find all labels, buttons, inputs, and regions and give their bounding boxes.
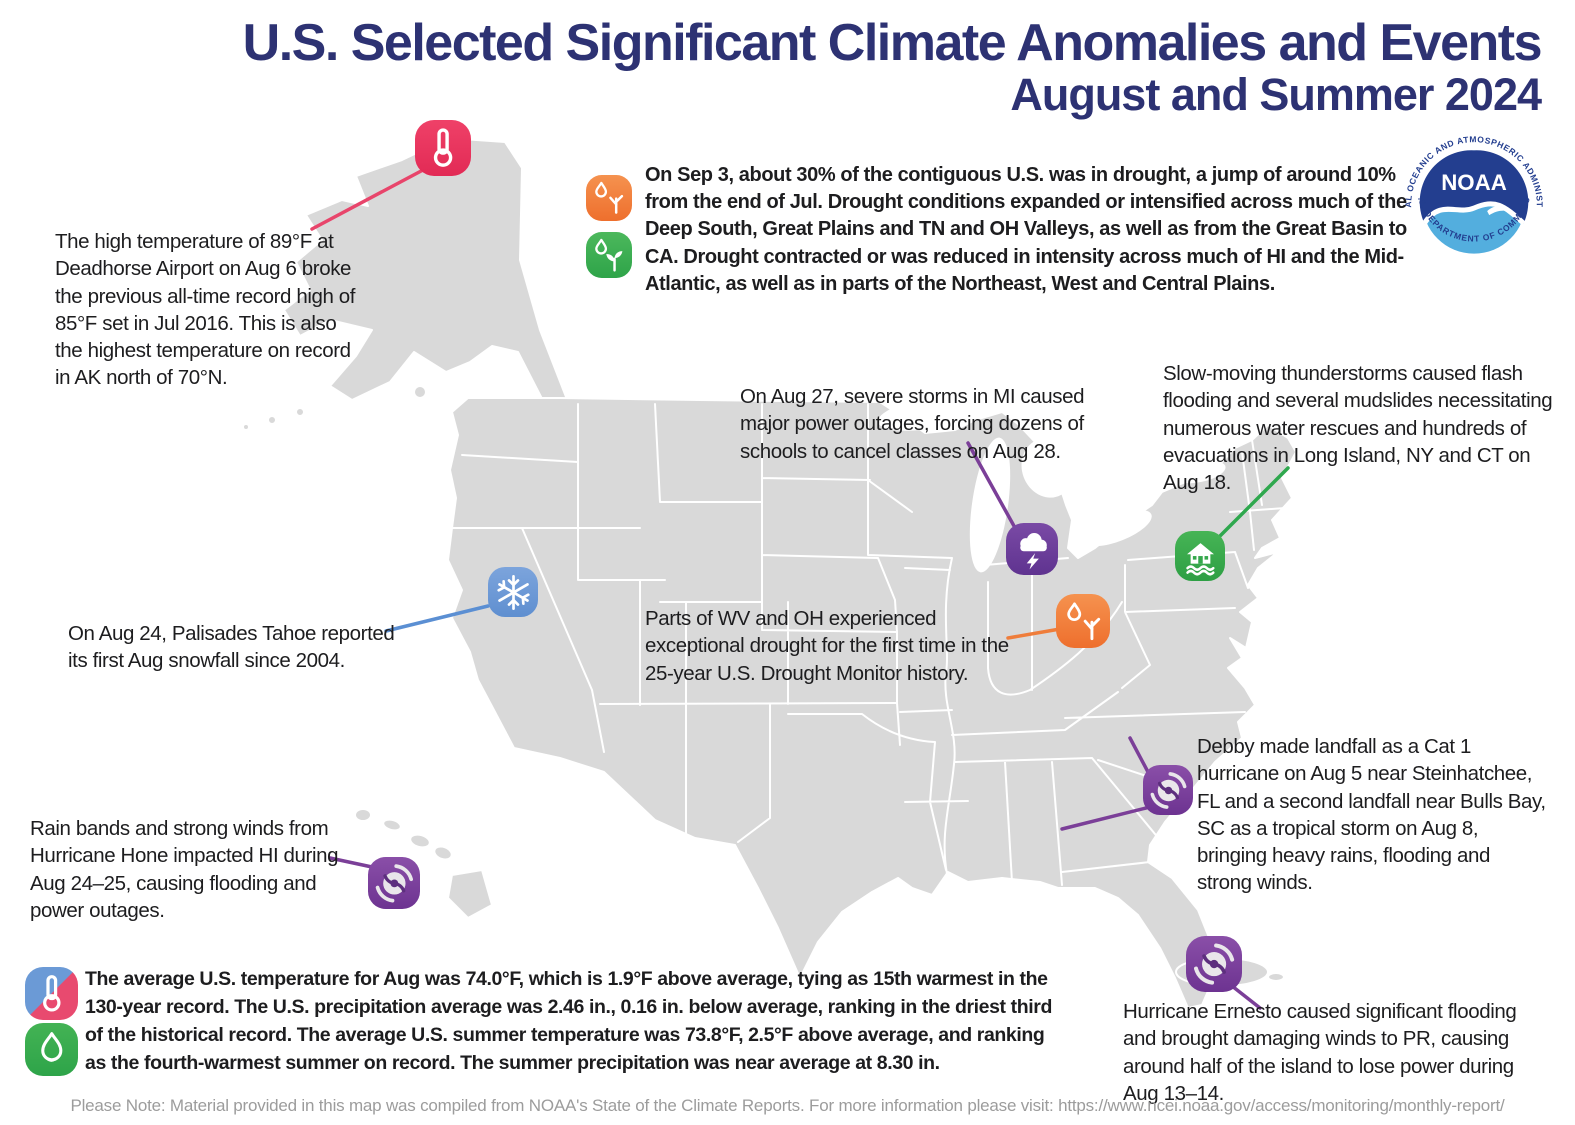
alaska-landmass — [242, 137, 576, 431]
annotation-northeast-flooding: Slow-moving thunderstorms caused flash f… — [1163, 362, 1553, 494]
hawaii-islands — [354, 808, 493, 919]
drought-glyph — [595, 182, 624, 215]
annotation-wv-oh-drought: Parts of WV and OH experienced exception… — [645, 607, 1009, 685]
hurricane-glyph — [1193, 943, 1235, 985]
annotation-hurricane-ernesto: Hurricane Ernesto caused significant flo… — [1123, 1000, 1517, 1105]
hurricane-glyph — [375, 863, 413, 903]
page-subtitle: August and Summer 2024 — [1010, 69, 1542, 121]
exceptional-drought-icon — [1056, 594, 1110, 648]
annotation-hurricane-debby: Debby made landfall as a Cat 1 hurricane… — [1197, 735, 1546, 895]
connector-northeast-flooding — [1218, 466, 1290, 538]
connector-lines — [310, 168, 1290, 1010]
hurricane-glyph — [1150, 771, 1186, 809]
hurricane-debby-icon — [1143, 765, 1193, 815]
footer-note: Please Note: Material provided in this m… — [70, 1096, 1505, 1115]
connector-hone — [328, 856, 374, 869]
connector-michigan-storms — [966, 441, 1016, 528]
noaa-gull-wing-icon — [1487, 205, 1516, 216]
great-lakes — [877, 393, 1226, 573]
noaa-logo: NOAA NATIONAL OCEANIC AND ATMOSPHERIC AD… — [1398, 126, 1544, 254]
thunderstorm-icon — [1006, 523, 1058, 575]
conus-landmass — [447, 393, 1297, 1009]
thunderstorm-glyph — [1019, 532, 1047, 570]
snowflake-glyph — [496, 574, 530, 610]
temperature-summary-icon — [25, 967, 78, 1020]
droplet-glyph — [40, 1031, 63, 1062]
connector-debby-north — [1128, 736, 1150, 774]
exceptional-drought-glyph — [1067, 602, 1100, 640]
thermometer-glyph — [42, 974, 61, 1012]
hurricane-ernesto-icon — [1186, 936, 1242, 992]
annotation-drought-summary: On Sep 3, about 30% of the contiguous U.… — [645, 164, 1407, 295]
thermometer-icon — [415, 120, 471, 176]
flood-icon — [1175, 531, 1225, 581]
drought-improvement-icon — [586, 232, 632, 278]
connector-tahoe-snow — [384, 604, 490, 633]
annotation-michigan-storms: On Aug 27, severe storms in MI caused ma… — [740, 385, 1085, 463]
header: U.S. Selected Significant Climate Anomal… — [242, 14, 1543, 121]
thermometer-glyph — [433, 128, 453, 167]
page-title: U.S. Selected Significant Climate Anomal… — [242, 14, 1543, 72]
drought-icon — [586, 175, 632, 221]
connector-alaska-heat — [310, 168, 425, 231]
snowflake-icon — [488, 567, 538, 617]
connector-debby-south — [1060, 806, 1148, 831]
hurricane-hone-icon — [368, 857, 420, 909]
annotation-tahoe-snow: On Aug 24, Palisades Tahoe reported its … — [68, 622, 395, 673]
connector-wv-oh-drought — [1006, 627, 1062, 640]
connector-ernesto — [1230, 984, 1262, 1010]
flood-glyph — [1185, 542, 1215, 575]
annotation-hurricane-hone: Rain bands and strong winds from Hurrica… — [30, 817, 339, 922]
annotation-national-summary: The average U.S. temperature for Aug was… — [85, 968, 1052, 1074]
drought-improvement-glyph — [595, 239, 623, 272]
noaa-logo-wordmark: NOAA — [1441, 170, 1507, 195]
precipitation-summary-icon — [25, 1023, 78, 1076]
annotation-alaska-heat: The high temperature of 89°F at Deadhors… — [55, 230, 356, 390]
